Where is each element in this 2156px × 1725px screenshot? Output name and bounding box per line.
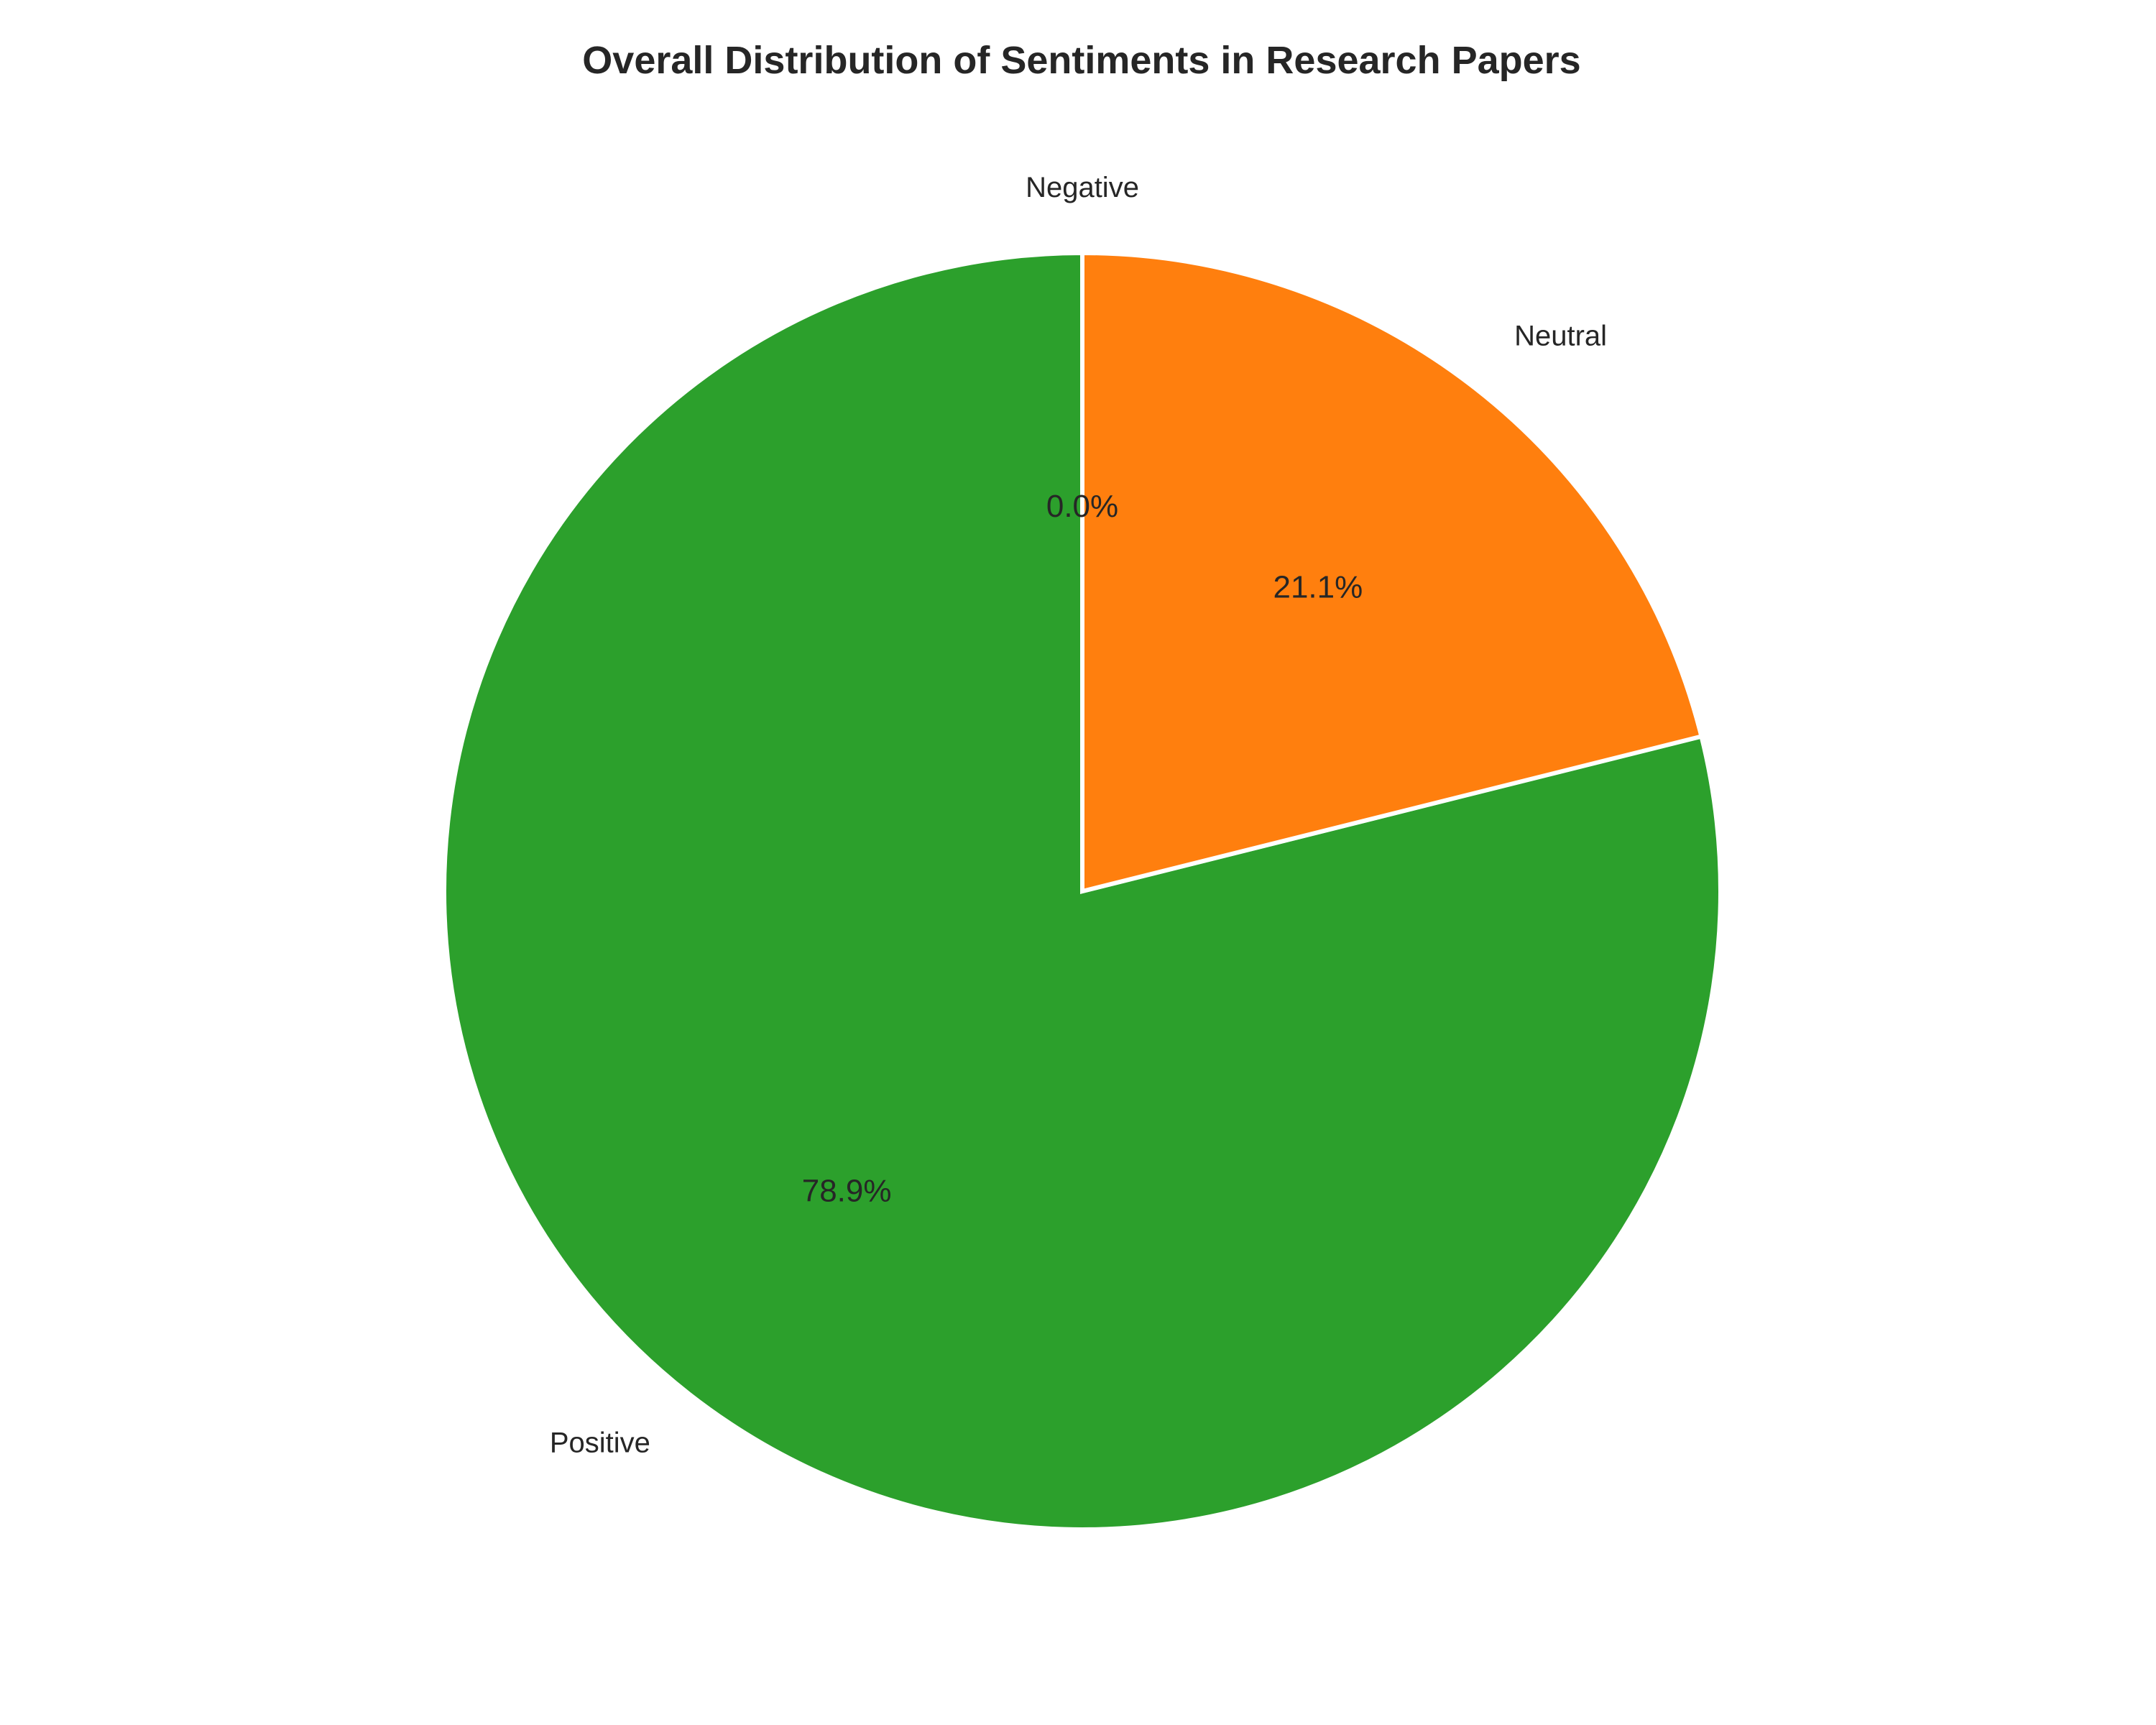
pie-slice-neutral — [1080, 250, 1705, 894]
pie-slices — [442, 250, 1723, 1532]
pie-slice-positive — [442, 250, 1723, 1532]
slice-label-positive: Positive — [550, 1427, 650, 1459]
percent-label-positive: 78.9% — [802, 1174, 892, 1209]
chart-title: Overall Distribution of Sentiments in Re… — [582, 39, 1580, 82]
percent-label-neutral: 21.1% — [1273, 570, 1363, 605]
slice-label-neutral: Neutral — [1514, 321, 1607, 352]
pie-labels: Positive 78.9% Neutral 21.1% Negative 0.0% — [550, 172, 1607, 1459]
slice-label-negative: Negative — [1026, 172, 1139, 203]
percent-label-negative: 0.0% — [1046, 489, 1118, 524]
